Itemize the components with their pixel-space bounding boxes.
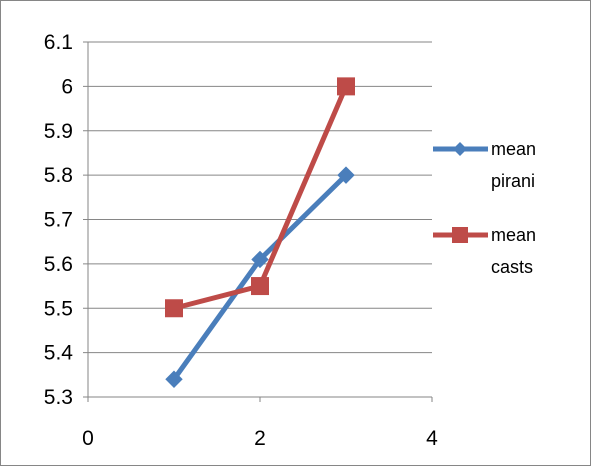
y-tick-label: 5.5 xyxy=(44,297,73,320)
data-point-mean-pirani xyxy=(337,166,355,184)
x-tick-label: 0 xyxy=(82,427,94,450)
legend-item-mean-casts: mean casts xyxy=(433,225,536,277)
y-tick-label: 5.4 xyxy=(44,342,74,365)
y-tick-label: 6 xyxy=(61,75,73,98)
legend-diamond-icon xyxy=(453,142,467,156)
y-tick-label: 5.6 xyxy=(44,253,73,276)
y-tick-label: 5.3 xyxy=(44,386,73,409)
gridlines xyxy=(88,41,432,398)
series xyxy=(165,77,355,388)
legend-label-line: casts xyxy=(491,257,533,277)
data-point-mean-casts xyxy=(165,299,183,318)
y-tick-label: 5.9 xyxy=(44,120,73,143)
y-tick-label: 5.8 xyxy=(44,164,73,187)
data-point-mean-pirani xyxy=(251,250,269,269)
legend-item-mean-pirani: mean pirani xyxy=(433,139,536,191)
data-point-mean-casts xyxy=(251,277,269,296)
legend-label-line: mean xyxy=(491,225,536,245)
legend: mean pirani mean casts xyxy=(433,139,536,277)
y-axis-tick-labels: 5.3 5.4 5.5 5.6 5.7 5.8 5.9 6 6.1 xyxy=(44,31,74,409)
data-point-mean-pirani xyxy=(165,370,183,388)
axes xyxy=(83,41,433,402)
x-axis-tick-labels: 0 2 4 xyxy=(82,427,438,450)
legend-label-line: pirani xyxy=(491,171,535,191)
x-tick-label: 2 xyxy=(254,427,266,450)
y-tick-label: 6.1 xyxy=(44,31,73,54)
x-tick-label: 4 xyxy=(426,427,438,450)
legend-label-line: mean xyxy=(491,139,536,159)
legend-square-icon xyxy=(452,227,468,243)
data-point-mean-casts xyxy=(337,77,355,96)
y-tick-label: 5.7 xyxy=(44,209,73,232)
